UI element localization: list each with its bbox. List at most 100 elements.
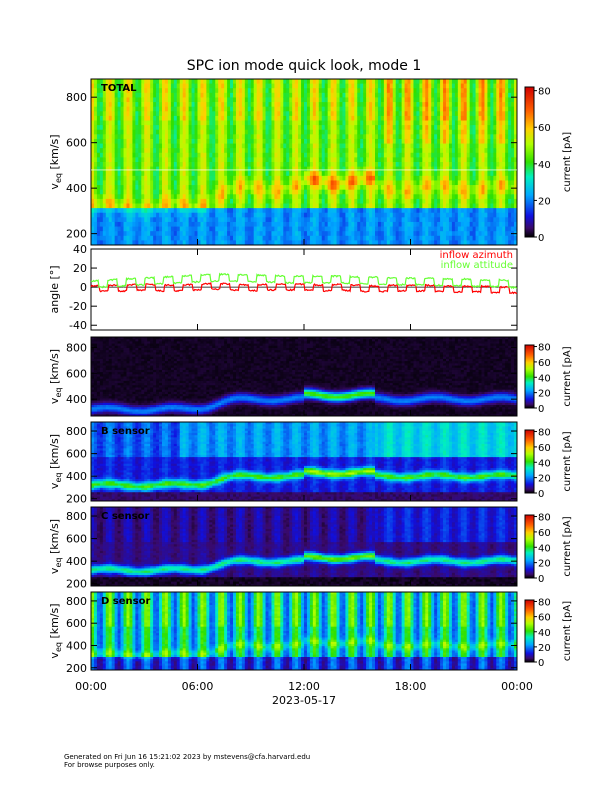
heatmap-cell — [118, 130, 121, 135]
heatmap-cell — [316, 204, 319, 209]
heatmap-cell — [156, 111, 159, 116]
heatmap-cell — [174, 111, 177, 116]
heatmap-cell — [354, 190, 357, 195]
heatmap-cell — [310, 162, 313, 167]
heatmap-cell — [200, 162, 203, 167]
heatmap-cell — [159, 190, 162, 195]
heatmap-cell — [192, 157, 195, 162]
heatmap-cell — [94, 171, 97, 176]
heatmap-cell — [319, 157, 322, 162]
heatmap-cell — [221, 217, 224, 222]
heatmap-cell — [260, 139, 263, 144]
heatmap-cell — [189, 162, 192, 167]
heatmap-cell — [192, 167, 195, 172]
heatmap-cell — [280, 116, 283, 121]
heatmap-cell — [319, 227, 322, 232]
heatmap-cell — [476, 107, 479, 112]
heatmap-cell — [390, 190, 393, 195]
heatmap-cell — [422, 157, 425, 162]
heatmap-cell — [121, 157, 124, 162]
heatmap-cell — [180, 130, 183, 135]
heatmap-cell — [286, 93, 289, 98]
heatmap-cell — [109, 180, 112, 185]
heatmap-cell — [437, 199, 440, 204]
heatmap-cell — [408, 194, 411, 199]
heatmap-cell — [227, 208, 230, 213]
heatmap-cell — [198, 231, 201, 236]
heatmap-cell — [313, 190, 316, 195]
heatmap-cell — [192, 134, 195, 139]
heatmap-cell — [372, 199, 375, 204]
heatmap-cell — [260, 148, 263, 153]
heatmap-cell — [100, 236, 103, 241]
heatmap-cell — [174, 213, 177, 218]
heatmap-cell — [440, 222, 443, 227]
heatmap-cell — [449, 194, 452, 199]
heatmap-cell — [221, 227, 224, 232]
heatmap-cell — [212, 139, 215, 144]
heatmap-cell — [348, 144, 351, 149]
heatmap-cell — [425, 79, 428, 84]
heatmap-cell — [390, 157, 393, 162]
heatmap-cell — [203, 185, 206, 190]
heatmap-cell — [313, 180, 316, 185]
heatmap-cell — [360, 217, 363, 222]
heatmap-cell — [109, 107, 112, 112]
heatmap-cell — [348, 231, 351, 236]
heatmap-cell — [177, 194, 180, 199]
heatmap-cell — [97, 144, 100, 149]
heatmap-cell — [396, 139, 399, 144]
heatmap-cell — [230, 148, 233, 153]
heatmap-cell — [280, 213, 283, 218]
heatmap-cell — [189, 97, 192, 102]
heatmap-cell — [440, 231, 443, 236]
heatmap-cell — [348, 107, 351, 112]
heatmap-cell — [496, 153, 499, 158]
heatmap-cell — [150, 213, 153, 218]
heatmap-cell — [121, 194, 124, 199]
heatmap-cell — [292, 130, 295, 135]
heatmap-cell — [254, 231, 257, 236]
heatmap-cell — [384, 217, 387, 222]
heatmap-cell — [132, 107, 135, 112]
heatmap-cell — [227, 93, 230, 98]
heatmap-cell — [464, 208, 467, 213]
heatmap-cell — [141, 236, 144, 241]
heatmap-cell — [147, 171, 150, 176]
heatmap-cell — [360, 185, 363, 190]
heatmap-cell — [248, 217, 251, 222]
heatmap-cell — [387, 107, 390, 112]
heatmap-cell — [467, 231, 470, 236]
heatmap-cell — [144, 204, 147, 209]
heatmap-cell — [198, 148, 201, 153]
heatmap-cell — [230, 88, 233, 93]
heatmap-cell — [434, 88, 437, 93]
heatmap-cell — [118, 190, 121, 195]
heatmap-cell — [381, 79, 384, 84]
heatmap-cell — [124, 111, 127, 116]
heatmap-cell — [195, 148, 198, 153]
heatmap-cell — [342, 102, 345, 107]
heatmap-cell — [419, 236, 422, 241]
heatmap-cell — [195, 125, 198, 130]
heatmap-cell — [280, 148, 283, 153]
heatmap-cell — [378, 217, 381, 222]
heatmap-cell — [195, 176, 198, 181]
heatmap-cell — [171, 199, 174, 204]
heatmap-cell — [455, 217, 458, 222]
heatmap-cell — [147, 213, 150, 218]
heatmap-cell — [227, 213, 230, 218]
heatmap-cell — [203, 199, 206, 204]
heatmap-cell — [399, 97, 402, 102]
heatmap-cell — [437, 125, 440, 130]
heatmap-cell — [384, 222, 387, 227]
heatmap-cell — [490, 125, 493, 130]
heatmap-cell — [440, 180, 443, 185]
heatmap-cell — [325, 171, 328, 176]
heatmap-cell — [183, 176, 186, 181]
heatmap-cell — [390, 144, 393, 149]
heatmap-cell — [499, 162, 502, 167]
heatmap-cell — [198, 111, 201, 116]
heatmap-cell — [203, 93, 206, 98]
heatmap-cell — [425, 144, 428, 149]
